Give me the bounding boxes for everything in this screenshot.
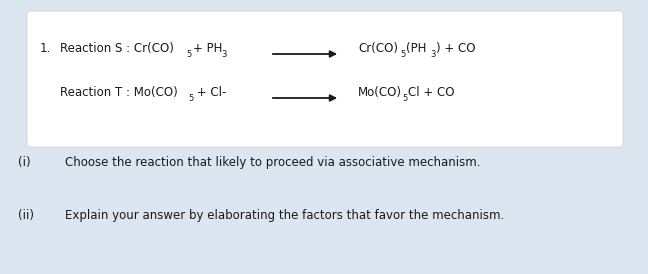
Text: Reaction S : Cr(CO): Reaction S : Cr(CO) bbox=[60, 42, 174, 55]
Text: Mo(CO): Mo(CO) bbox=[358, 86, 402, 99]
Text: 3: 3 bbox=[221, 50, 226, 59]
Text: ) + CO: ) + CO bbox=[436, 42, 476, 55]
Text: 5: 5 bbox=[186, 50, 191, 59]
Text: (ii): (ii) bbox=[18, 209, 34, 222]
Text: 5: 5 bbox=[402, 94, 407, 103]
Text: (PH: (PH bbox=[406, 42, 426, 55]
Text: 3: 3 bbox=[430, 50, 435, 59]
Text: 5: 5 bbox=[400, 50, 405, 59]
Text: (i): (i) bbox=[18, 156, 30, 169]
Text: Choose the reaction that likely to proceed via associative mechanism.: Choose the reaction that likely to proce… bbox=[65, 156, 481, 169]
Text: 1.: 1. bbox=[40, 42, 51, 55]
Text: + Cl-: + Cl- bbox=[193, 86, 226, 99]
Text: Cl + CO: Cl + CO bbox=[408, 86, 454, 99]
Text: + PH: + PH bbox=[193, 42, 222, 55]
FancyBboxPatch shape bbox=[27, 11, 623, 147]
Text: Reaction T : Mo(CO): Reaction T : Mo(CO) bbox=[60, 86, 178, 99]
Text: 5: 5 bbox=[188, 94, 193, 103]
Text: Cr(CO): Cr(CO) bbox=[358, 42, 398, 55]
Text: Explain your answer by elaborating the factors that favor the mechanism.: Explain your answer by elaborating the f… bbox=[65, 209, 504, 222]
